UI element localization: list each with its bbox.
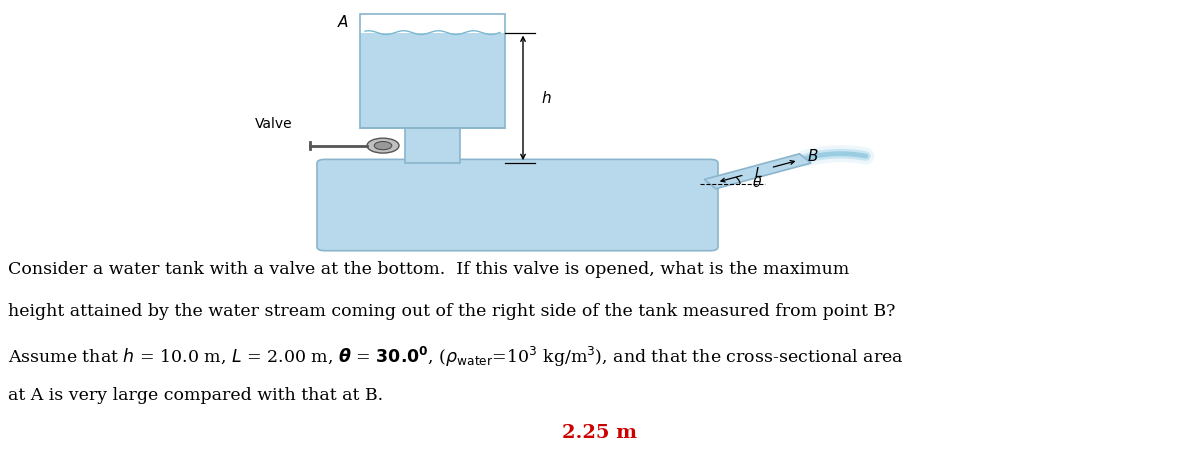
Text: $L$: $L$ <box>754 166 763 180</box>
Text: B: B <box>808 149 818 164</box>
Circle shape <box>367 138 398 153</box>
Polygon shape <box>360 14 505 128</box>
Text: at A is very large compared with that at B.: at A is very large compared with that at… <box>8 387 383 404</box>
Text: Consider a water tank with a valve at the bottom.  If this valve is opened, what: Consider a water tank with a valve at th… <box>8 261 850 278</box>
Text: $h$: $h$ <box>541 90 552 106</box>
Text: $\theta$: $\theta$ <box>752 175 762 190</box>
Text: 2.25 m: 2.25 m <box>563 424 637 442</box>
Text: Assume that $h$ = 10.0 m, $L$ = 2.00 m, $\boldsymbol{\theta}$ = $\mathbf{30.0^{0: Assume that $h$ = 10.0 m, $L$ = 2.00 m, … <box>8 345 904 369</box>
Circle shape <box>374 142 391 150</box>
Polygon shape <box>704 154 811 189</box>
Polygon shape <box>406 128 460 163</box>
FancyBboxPatch shape <box>317 159 718 251</box>
Text: Valve: Valve <box>256 116 293 130</box>
Polygon shape <box>360 33 505 128</box>
Text: height attained by the water stream coming out of the right side of the tank mea: height attained by the water stream comi… <box>8 303 895 320</box>
Polygon shape <box>406 128 460 163</box>
Text: A: A <box>337 15 348 30</box>
